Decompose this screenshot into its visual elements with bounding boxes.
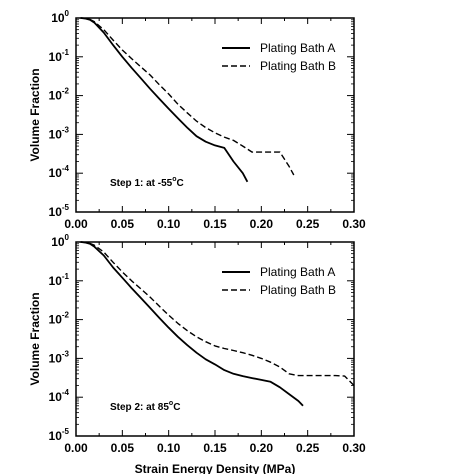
series-line-bath-a-bottom <box>80 241 304 407</box>
y-tick-label-bottom: 10-3 <box>49 349 70 365</box>
step-annotation-unit-bottom: C <box>173 402 180 413</box>
y-tick-label-base: 10 <box>49 390 63 404</box>
series-line-bath-a-top <box>80 17 249 183</box>
y-tick-label-base: 10 <box>49 89 63 103</box>
x-tick-label-top: 0.05 <box>111 217 135 231</box>
x-tick-label-top: 0.20 <box>250 217 274 231</box>
legend-label-bath-a-bottom: Plating Bath A <box>260 265 335 279</box>
y-tick-label-base: 10 <box>49 205 63 219</box>
x-tick-label-top: 0.10 <box>157 217 181 231</box>
y-tick-label-top: 10-1 <box>49 48 70 64</box>
y-tick-label-base: 10 <box>51 235 65 249</box>
y-tick-label-bottom: 100 <box>51 233 69 249</box>
ticks-bottom <box>75 241 355 437</box>
y-tick-label-top: 10-5 <box>49 203 70 219</box>
y-tick-label-bottom: 10-5 <box>49 427 70 443</box>
y-tick-label-exponent: -1 <box>62 48 70 57</box>
legend-bottom: Plating Bath A Plating Bath B <box>222 265 336 297</box>
x-tick-label-bottom: 0.25 <box>296 441 320 455</box>
tick-labels-bottom: 0.00 0.05 0.10 0.15 0.20 0.25 0.3010010-110-21… <box>49 233 366 455</box>
y-axis-title-bottom: Volume Fraction <box>28 292 42 385</box>
x-tick-label-top: 0.25 <box>296 217 320 231</box>
y-tick-label-base: 10 <box>49 127 63 141</box>
legend-label-bath-b-top: Plating Bath B <box>260 59 336 73</box>
step-annotation-bottom: Step 2: at 85oC <box>110 400 180 413</box>
legend-top: Plating Bath A Plating Bath B <box>222 41 336 73</box>
x-tick-label-top: 0.00 <box>64 217 88 231</box>
step-annotation-unit-top: C <box>177 178 184 189</box>
step-annotation-text-top: Step 1: at -55 <box>110 178 173 189</box>
y-tick-label-exponent: -5 <box>62 203 70 212</box>
step-annotation-degree-top: o <box>172 176 176 183</box>
ticks-top <box>75 17 355 213</box>
y-tick-label-bottom: 10-2 <box>49 311 70 327</box>
x-tick-label-bottom: 0.05 <box>111 441 135 455</box>
y-tick-label-base: 10 <box>49 166 63 180</box>
x-tick-label-bottom: 0.10 <box>157 441 181 455</box>
y-tick-label-exponent: 0 <box>65 233 70 242</box>
x-tick-label-bottom: 0.20 <box>250 441 274 455</box>
step-annotation-text-bottom: Step 2: at 85 <box>110 402 169 413</box>
y-tick-label-top: 100 <box>51 9 69 25</box>
y-tick-label-base: 10 <box>51 11 65 25</box>
y-tick-label-top: 10-4 <box>49 164 70 180</box>
x-axis-title: Strain Energy Density (MPa) <box>135 462 296 474</box>
y-tick-label-exponent: -2 <box>62 311 70 320</box>
x-tick-label-top: 0.30 <box>342 217 366 231</box>
y-tick-label-exponent: -5 <box>62 427 70 436</box>
step-annotation-top: Step 1: at -55oC <box>110 176 184 189</box>
x-tick-label-bottom: 0.30 <box>342 441 366 455</box>
curves-bottom <box>80 241 355 407</box>
y-tick-label-exponent: -4 <box>62 388 70 397</box>
x-tick-label-bottom: 0.00 <box>64 441 88 455</box>
y-tick-label-base: 10 <box>49 313 63 327</box>
step-annotation-degree-bottom: o <box>169 400 173 407</box>
y-tick-label-bottom: 10-1 <box>49 272 70 288</box>
y-tick-label-base: 10 <box>49 274 63 288</box>
y-tick-label-top: 10-3 <box>49 125 70 141</box>
y-tick-label-exponent: -3 <box>62 349 70 358</box>
y-tick-label-exponent: -3 <box>62 125 70 134</box>
chart-panel-bottom: 0.00 0.05 0.10 0.15 0.20 0.25 0.3010010-110-21… <box>28 233 366 474</box>
legend-label-bath-b-bottom: Plating Bath B <box>260 283 336 297</box>
legend-label-bath-a-top: Plating Bath A <box>260 41 335 55</box>
y-tick-label-exponent: -1 <box>62 272 70 281</box>
y-tick-label-exponent: 0 <box>65 9 70 18</box>
y-tick-label-exponent: -2 <box>62 87 70 96</box>
y-tick-label-base: 10 <box>49 429 63 443</box>
y-tick-label-top: 10-2 <box>49 87 70 103</box>
series-line-bath-b-bottom <box>80 241 355 386</box>
tick-labels-top: 0.00 0.05 0.10 0.15 0.20 0.25 0.3010010-110-21… <box>49 9 366 231</box>
y-tick-label-base: 10 <box>49 50 63 64</box>
y-tick-label-base: 10 <box>49 351 63 365</box>
chart-panel-top: 0.00 0.05 0.10 0.15 0.20 0.25 0.3010010-110-21… <box>28 9 366 231</box>
series-line-bath-b-top <box>80 17 295 176</box>
y-tick-label-exponent: -4 <box>62 164 70 173</box>
y-tick-label-bottom: 10-4 <box>49 388 70 404</box>
curves-top <box>80 17 295 183</box>
x-tick-label-bottom: 0.15 <box>203 441 227 455</box>
x-tick-label-top: 0.15 <box>203 217 227 231</box>
y-axis-title-top: Volume Fraction <box>28 68 42 161</box>
